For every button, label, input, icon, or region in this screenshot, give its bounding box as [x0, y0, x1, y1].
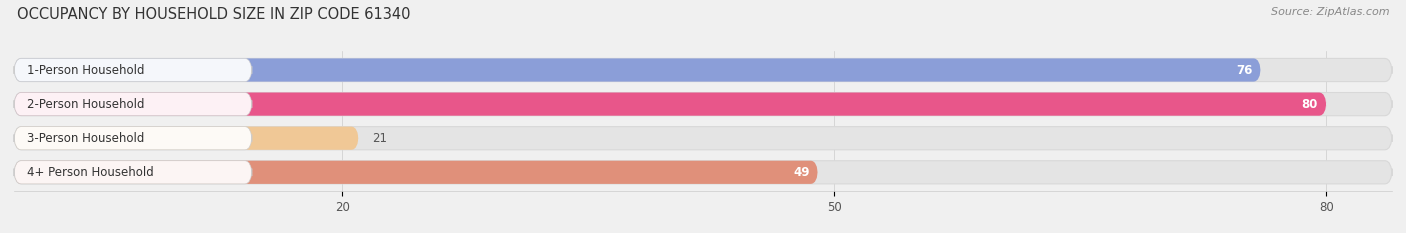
- Text: 2-Person Household: 2-Person Household: [27, 98, 145, 111]
- FancyBboxPatch shape: [14, 161, 818, 184]
- Text: 76: 76: [1236, 64, 1253, 76]
- FancyBboxPatch shape: [14, 127, 252, 150]
- FancyBboxPatch shape: [14, 93, 1392, 116]
- FancyBboxPatch shape: [14, 93, 1326, 116]
- Text: 21: 21: [371, 132, 387, 145]
- FancyBboxPatch shape: [14, 58, 1261, 82]
- FancyBboxPatch shape: [14, 161, 252, 184]
- FancyBboxPatch shape: [14, 93, 252, 116]
- Text: 1-Person Household: 1-Person Household: [27, 64, 145, 76]
- FancyBboxPatch shape: [14, 127, 359, 150]
- Text: 49: 49: [793, 166, 810, 179]
- Text: OCCUPANCY BY HOUSEHOLD SIZE IN ZIP CODE 61340: OCCUPANCY BY HOUSEHOLD SIZE IN ZIP CODE …: [17, 7, 411, 22]
- Text: 3-Person Household: 3-Person Household: [27, 132, 145, 145]
- Text: 80: 80: [1302, 98, 1317, 111]
- FancyBboxPatch shape: [14, 161, 1392, 184]
- FancyBboxPatch shape: [14, 58, 1392, 82]
- FancyBboxPatch shape: [14, 127, 1392, 150]
- FancyBboxPatch shape: [14, 58, 252, 82]
- Text: 4+ Person Household: 4+ Person Household: [27, 166, 153, 179]
- Text: Source: ZipAtlas.com: Source: ZipAtlas.com: [1271, 7, 1389, 17]
